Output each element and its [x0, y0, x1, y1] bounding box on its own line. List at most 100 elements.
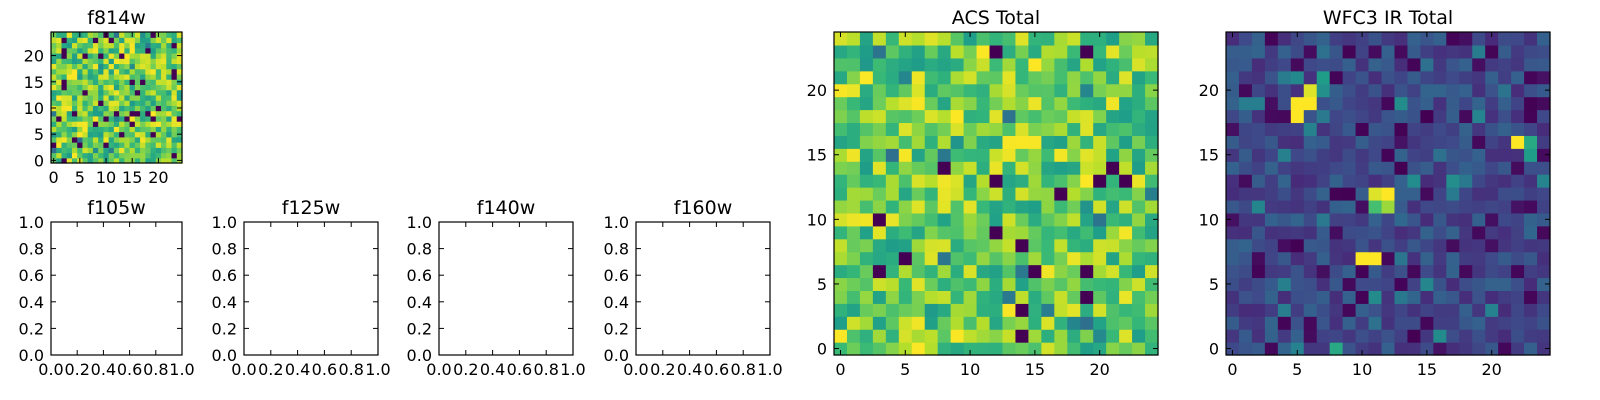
heatmap-cell	[1459, 44, 1473, 59]
heatmap-cell	[87, 147, 94, 154]
heatmap-cell	[1524, 303, 1538, 317]
heatmap-cell	[176, 121, 183, 127]
x-tick-label: 5	[900, 360, 910, 379]
heatmap-cell	[1264, 238, 1279, 253]
heatmap-cell	[937, 316, 952, 330]
heatmap-cell	[963, 199, 978, 214]
heatmap-cell	[1368, 187, 1383, 201]
heatmap-cell	[150, 84, 157, 91]
heatmap-cell	[1433, 70, 1447, 85]
heatmap-cell	[1368, 174, 1383, 188]
heatmap-cell	[1264, 225, 1279, 240]
heatmap-cell	[82, 79, 89, 85]
heatmap-cell	[1028, 148, 1042, 162]
heatmap-cell	[924, 32, 939, 46]
heatmap-cell	[846, 342, 861, 356]
heatmap-cell	[885, 161, 900, 175]
heatmap-cell	[885, 122, 900, 136]
heatmap-cell	[937, 251, 952, 266]
heatmap-cell	[872, 303, 887, 317]
heatmap-cell	[989, 57, 1004, 72]
heatmap-cell	[1303, 109, 1318, 124]
heatmap-cell	[1537, 225, 1551, 240]
heatmap-cell	[1251, 264, 1266, 279]
heatmap-cell	[1067, 199, 1081, 214]
heatmap-cell	[924, 96, 939, 111]
heatmap-cell	[1226, 199, 1240, 214]
y-tick-label: 0.0	[604, 346, 629, 365]
axes-frame	[635, 221, 771, 356]
heatmap-cell	[1368, 44, 1383, 59]
heatmap-cell	[1041, 70, 1055, 85]
heatmap-cell	[898, 148, 913, 162]
heatmap-cell	[846, 199, 861, 214]
heatmap-cell	[51, 147, 57, 154]
heatmap-cell	[129, 100, 136, 106]
heatmap-cell	[1002, 148, 1017, 162]
heatmap-cell	[1316, 225, 1331, 240]
heatmap-cell	[82, 136, 89, 143]
heatmap-cell	[134, 94, 141, 101]
heatmap-cell	[1251, 290, 1266, 304]
heatmap-cell	[898, 290, 913, 304]
heatmap-cell	[872, 32, 887, 46]
heatmap-cell	[872, 329, 887, 343]
heatmap-cell	[1251, 251, 1266, 266]
heatmap-cell	[859, 329, 874, 343]
heatmap-cell	[1132, 174, 1146, 188]
heatmap-cell	[140, 157, 146, 164]
heatmap-cell	[963, 264, 978, 279]
heatmap-cell	[166, 121, 173, 127]
heatmap-cell	[1381, 187, 1396, 201]
heatmap-cell	[56, 68, 63, 75]
heatmap-cell	[145, 84, 152, 91]
heatmap-cell	[1238, 109, 1253, 124]
heatmap-cell	[1002, 44, 1017, 59]
heatmap-cell	[124, 84, 131, 91]
heatmap-cell	[1537, 212, 1551, 227]
heatmap-cell	[98, 105, 104, 112]
heatmap-cell	[1472, 83, 1486, 98]
heatmap-cell	[134, 110, 141, 117]
heatmap-cell	[1524, 199, 1538, 214]
heatmap-cell	[1041, 32, 1055, 46]
heatmap-cell	[66, 126, 73, 133]
heatmap-cell	[1537, 96, 1551, 111]
heatmap-cell	[98, 84, 104, 91]
heatmap-cell	[87, 73, 94, 80]
heatmap-cell	[1015, 96, 1029, 111]
heatmap-cell	[950, 122, 965, 136]
heatmap-cell	[1485, 277, 1499, 291]
heatmap-cell	[1251, 342, 1266, 356]
heatmap-cell	[1002, 264, 1017, 279]
heatmap-cell	[1080, 135, 1094, 149]
heatmap-cell	[924, 135, 939, 149]
heatmap-cell	[1407, 161, 1421, 175]
heatmap-cell	[1080, 57, 1094, 72]
heatmap-cell	[119, 131, 125, 138]
heatmap-cell	[1407, 277, 1421, 291]
heatmap-cell	[71, 32, 78, 38]
heatmap-cell	[1342, 199, 1357, 214]
heatmap-cell	[1498, 187, 1512, 201]
heatmap-cell	[1472, 251, 1486, 266]
heatmap-cell	[937, 161, 952, 175]
y-tick-label: 0.4	[19, 293, 44, 312]
heatmap-cell	[103, 100, 110, 106]
heatmap-cell	[1002, 238, 1017, 253]
heatmap-cell	[1329, 32, 1344, 46]
heatmap-cell	[92, 100, 99, 106]
heatmap-cell	[51, 121, 57, 127]
heatmap-cell	[872, 148, 887, 162]
heatmap-cell	[963, 290, 978, 304]
heatmap-cell	[82, 94, 89, 101]
heatmap-cell	[1290, 109, 1305, 124]
heatmap-cell	[176, 94, 183, 101]
heatmap-cell	[885, 135, 900, 149]
heatmap-cell	[859, 290, 874, 304]
heatmap-cell	[1485, 44, 1499, 59]
heatmap-cell	[1054, 122, 1068, 136]
heatmap-cell	[1537, 32, 1551, 46]
